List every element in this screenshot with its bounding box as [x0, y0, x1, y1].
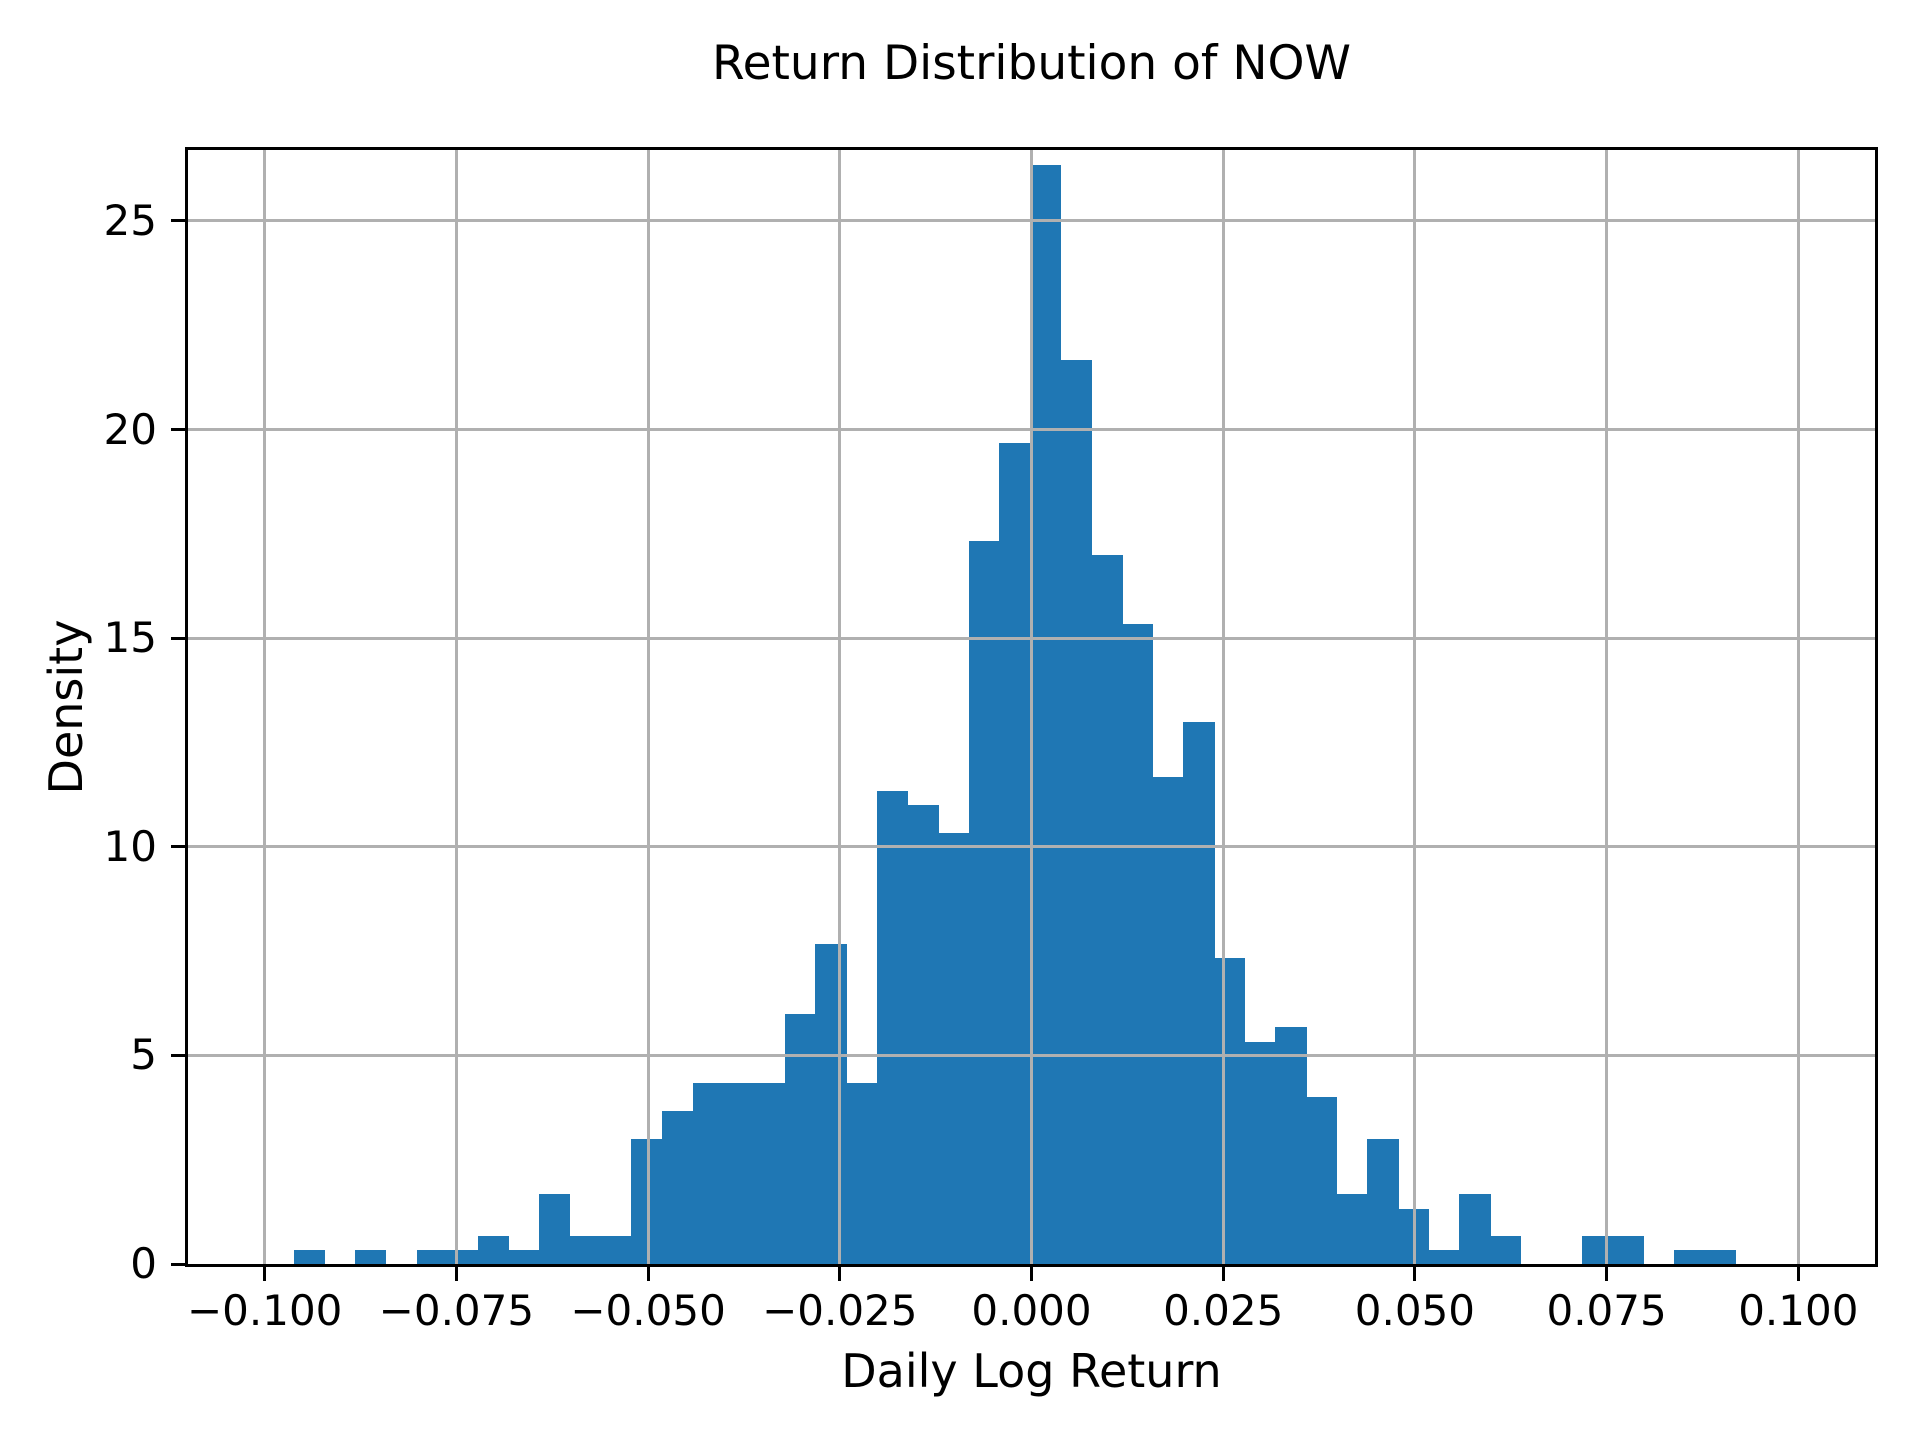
x-tick-label: 0.050 [1354, 1286, 1476, 1335]
histogram-bar [1612, 1236, 1644, 1264]
histogram-bar [293, 1250, 326, 1264]
horizontal-gridline [188, 845, 1875, 849]
grid-layer [188, 150, 1875, 1264]
y-tick-mark [171, 428, 188, 432]
x-tick-label: −0.100 [186, 1286, 343, 1335]
vertical-gridline [1413, 150, 1417, 1264]
histogram-bar [416, 1250, 448, 1264]
x-tick-label: 0.075 [1546, 1286, 1667, 1335]
y-tick-mark [171, 219, 188, 223]
histogram-bar [1091, 554, 1123, 1264]
histogram-bar [355, 1250, 387, 1264]
histogram-bar [569, 1236, 602, 1264]
histogram-bar [600, 1236, 632, 1264]
x-axis-label: Daily Log Return [841, 1344, 1222, 1398]
histogram-bar [1152, 777, 1184, 1264]
horizontal-gridline [188, 1053, 1875, 1057]
histogram-bar [1060, 359, 1092, 1264]
histogram-bar [1674, 1250, 1706, 1264]
histogram-bar [723, 1083, 755, 1264]
histogram-bar [1275, 1027, 1307, 1264]
x-tick-label: 0.100 [1738, 1286, 1859, 1335]
vertical-gridline [454, 150, 458, 1264]
histogram-bar [477, 1236, 510, 1264]
x-tick-mark [1413, 1264, 1417, 1281]
y-tick-label: 25 [103, 195, 157, 245]
histogram-bar [1428, 1250, 1460, 1264]
y-axis: 0 5 10 15 20 25 [104, 150, 1875, 1285]
plot-area: −0.100 −0.075 −0.050 −0.025 0.000 0.025 0.050 0… [104, 147, 1878, 1332]
histogram-bar [1029, 165, 1062, 1264]
chart-title: Return Distribution of NOW [712, 36, 1351, 91]
histogram-bar [968, 540, 1000, 1264]
histogram-bar [1183, 721, 1215, 1264]
x-tick-mark [646, 1264, 650, 1281]
y-tick-mark [171, 636, 188, 640]
y-tick-label: 0 [130, 1239, 157, 1288]
histogram-bar [753, 1083, 786, 1264]
histogram-bar [1367, 1138, 1399, 1264]
vertical-gridline [1221, 150, 1225, 1264]
histogram-bar [876, 791, 908, 1264]
x-tick-mark [1605, 1264, 1609, 1281]
histogram-bar [1121, 624, 1154, 1264]
vertical-gridline [1796, 150, 1800, 1264]
y-tick-label: 5 [130, 1030, 157, 1080]
histogram-bar [1244, 1041, 1276, 1264]
vertical-gridline [1605, 150, 1609, 1264]
histogram-bar [815, 944, 847, 1264]
x-tick-label: 0.025 [1163, 1286, 1284, 1335]
x-tick-label: −0.050 [570, 1286, 726, 1335]
x-tick-mark [838, 1264, 842, 1281]
histogram-bar [1336, 1194, 1368, 1264]
y-tick-label: 10 [103, 821, 157, 871]
x-tick-mark [1030, 1264, 1033, 1281]
histogram-bar [1490, 1236, 1522, 1264]
histogram-bar [1214, 958, 1246, 1264]
y-axis-label: Density [39, 619, 93, 795]
x-tick-mark [1221, 1264, 1225, 1281]
vertical-gridline [838, 150, 842, 1264]
histogram-bar [508, 1250, 540, 1264]
vertical-gridline [263, 150, 267, 1264]
histogram-bar [999, 443, 1031, 1264]
x-axis: −0.100 −0.075 −0.050 −0.025 0.000 0.025 0.050 0… [187, 150, 1875, 1332]
histogram-bar [661, 1110, 694, 1264]
y-tick-mark [171, 1262, 188, 1266]
histogram-bar [845, 1083, 878, 1264]
bars-layer [188, 150, 1875, 1264]
y-tick-label: 15 [103, 613, 157, 663]
x-tick-mark [263, 1264, 267, 1281]
histogram-bar [937, 833, 970, 1264]
vertical-gridline [646, 150, 650, 1264]
y-tick-mark [171, 845, 188, 849]
x-tick-label: −0.025 [762, 1286, 918, 1335]
x-tick-mark [1796, 1264, 1800, 1281]
histogram-bar [1306, 1097, 1338, 1264]
y-tick-label: 20 [103, 404, 157, 454]
x-tick-label: 0.000 [971, 1286, 1092, 1335]
x-tick-label: −0.075 [378, 1286, 535, 1335]
horizontal-gridline [188, 219, 1875, 223]
histogram-bar [1459, 1194, 1491, 1264]
histogram-bar [692, 1083, 724, 1264]
y-tick-mark [171, 1053, 188, 1057]
histogram-bar [907, 805, 939, 1264]
x-tick-mark [454, 1264, 458, 1281]
histogram-bar [1582, 1236, 1614, 1264]
vertical-gridline [1030, 150, 1033, 1264]
histogram-bar [1704, 1250, 1737, 1264]
horizontal-gridline [188, 636, 1875, 640]
horizontal-gridline [188, 428, 1875, 432]
histogram-bar [539, 1194, 571, 1264]
